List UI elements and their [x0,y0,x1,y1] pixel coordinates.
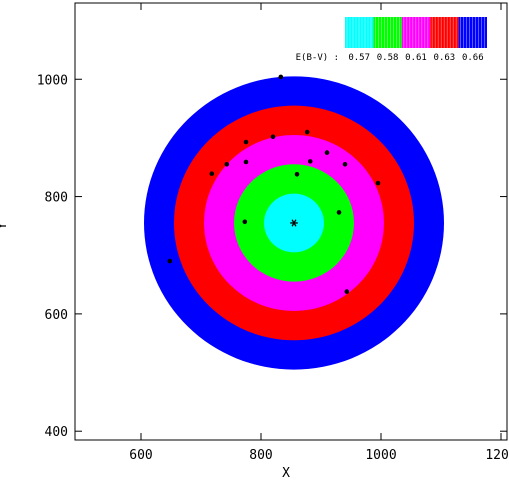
x-tick-label-1: 800 [249,448,272,463]
y-tick-label-0: 400 [45,425,68,440]
legend-value-4: 0.66 [462,53,484,63]
legend-swatch-1 [373,17,402,48]
data-point-7 [307,159,313,164]
legend-value-3: 0.63 [434,53,456,63]
data-point-9 [209,171,215,176]
legend: E(B-V) : 0.57 0.58 0.61 0.63 0.66 [296,17,487,63]
legend-value-2: 0.61 [405,53,427,63]
legend-value-1: 0.58 [377,53,399,63]
legend-swatch-4 [458,17,487,48]
plot-frame [74,2,508,441]
center-marker [290,219,298,227]
x-tick-label-2: 1000 [365,448,396,463]
data-point-3 [270,134,276,140]
data-point-0 [278,74,284,80]
data-point-12 [336,210,342,215]
data-point-5 [224,162,230,167]
data-point-1 [304,129,310,135]
y-tick-label-2: 800 [45,191,68,206]
y-tick-label-1: 600 [45,308,68,323]
x-tick-label-3: 1200 [485,448,509,463]
data-point-11 [375,180,381,186]
ticks-layer: 600 800 1000 1200 400 600 800 1000 [37,3,509,463]
legend-value-0: 0.57 [348,53,370,63]
legend-swatch-0 [345,17,374,48]
data-point-6 [243,159,249,165]
data-point-4 [324,150,330,155]
data-point-13 [242,219,248,225]
data-point-15 [344,289,350,294]
data-point-10 [294,171,300,177]
y-tick-label-3: 1000 [37,73,68,88]
x-tick-label-0: 600 [129,448,152,463]
legend-title: E(B-V) : [296,53,339,63]
legend-swatch-2 [401,17,431,48]
legend-swatch-3 [430,17,459,48]
y-axis-label: Y [0,222,10,230]
points-layer [167,74,381,294]
data-point-14 [167,258,173,264]
data-point-8 [342,162,348,167]
data-point-2 [243,139,249,145]
x-axis-label: X [282,466,290,480]
